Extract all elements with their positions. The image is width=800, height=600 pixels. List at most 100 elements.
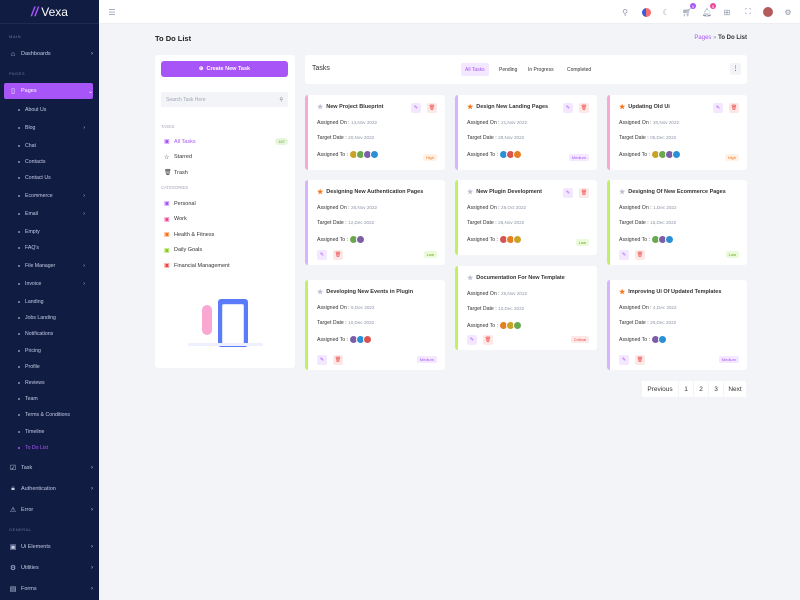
delete-icon[interactable]: 🗑︎	[729, 103, 739, 113]
sidebar-subitem[interactable]: Empty	[18, 227, 93, 237]
star-icon[interactable]: ★	[467, 104, 474, 111]
pagination-page[interactable]: 2	[694, 381, 708, 397]
edit-icon[interactable]: ✎	[713, 103, 723, 113]
edit-icon[interactable]: ✎	[619, 355, 629, 365]
delete-icon[interactable]: 🗑︎	[579, 188, 589, 198]
avatar[interactable]	[658, 335, 668, 344]
create-task-button[interactable]: ⊕ Create New Task	[161, 61, 288, 77]
sidebar-subitem[interactable]: Chat	[18, 141, 93, 151]
task-filter-all-tasks[interactable]: ▣ All Tasks 167	[164, 138, 288, 145]
pagination-previous[interactable]: Previous	[642, 381, 678, 397]
sidebar-subitem[interactable]: Notifications	[18, 329, 93, 339]
sidebar-item-ui-elements[interactable]: ▣ Ui Elements ›	[4, 540, 93, 554]
category-item[interactable]: ▣ Financial Management	[164, 262, 288, 270]
sidebar-item-utilities[interactable]: ⚙ Utilities ›	[4, 561, 93, 575]
edit-icon[interactable]: ✎	[619, 250, 629, 260]
tab-in-progress[interactable]: In Progress	[528, 66, 554, 73]
sidebar-subitem[interactable]: Pricing	[18, 346, 93, 356]
avatar[interactable]	[513, 150, 523, 159]
delete-icon[interactable]: 🗑︎	[635, 250, 645, 260]
category-item[interactable]: ▣ Personal	[164, 200, 288, 208]
sidebar-subitem[interactable]: Team	[18, 394, 93, 404]
sidebar-subitem[interactable]: Landing	[18, 297, 93, 307]
pagination-next[interactable]: Next	[724, 381, 746, 397]
star-icon[interactable]: ★	[467, 189, 474, 196]
search-task-input[interactable]: Search Task Here ⚲	[161, 92, 288, 107]
star-icon[interactable]: ★	[619, 289, 626, 296]
sidebar-subitem[interactable]: Ecommerce ›	[18, 191, 93, 201]
flag-us-icon[interactable]	[640, 6, 652, 18]
delete-icon[interactable]: 🗑︎	[333, 355, 343, 365]
delete-icon[interactable]: 🗑︎	[579, 103, 589, 113]
sidebar-subitem[interactable]: Email ›	[18, 209, 93, 219]
avatar[interactable]	[513, 321, 523, 330]
date-value: 28,Nov 2022	[498, 220, 525, 225]
edit-icon[interactable]: ✎	[411, 103, 421, 113]
delete-icon[interactable]: 🗑︎	[635, 355, 645, 365]
sidebar-subitem[interactable]: Profile	[18, 362, 93, 372]
edit-icon[interactable]: ✎	[563, 188, 573, 198]
edit-icon[interactable]: ✎	[467, 335, 477, 345]
star-icon[interactable]: ★	[619, 189, 626, 196]
more-options-icon[interactable]: ⋮	[730, 63, 741, 75]
avatar[interactable]	[665, 235, 675, 244]
category-item[interactable]: ▣ Daily Goals	[164, 247, 288, 254]
sidebar-subitem[interactable]: Blog ›	[18, 123, 93, 133]
sidebar-subitem[interactable]: File Manager ›	[18, 261, 93, 271]
star-icon[interactable]: ★	[467, 275, 474, 282]
delete-icon[interactable]: 🗑︎	[333, 250, 343, 260]
star-icon[interactable]: ★	[619, 104, 626, 111]
category-item[interactable]: ▣ Health & Fitness	[164, 231, 288, 239]
fullscreen-icon[interactable]: ⛶	[745, 7, 751, 16]
star-icon[interactable]: ★	[317, 289, 324, 296]
avatar[interactable]	[672, 150, 682, 159]
menu-toggle-icon[interactable]: ☰	[108, 7, 116, 17]
sidebar-item-error[interactable]: ⚠ Error ›	[4, 503, 93, 517]
avatar[interactable]	[356, 235, 366, 244]
sidebar-subitem[interactable]: Reviews	[18, 378, 93, 388]
star-icon[interactable]: ★	[317, 189, 324, 196]
sidebar-item-pages[interactable]: ▯ Pages ⌄	[4, 83, 93, 99]
sidebar-subitem[interactable]: To Do List	[18, 443, 93, 453]
moon-icon[interactable]: ☾	[662, 7, 670, 17]
task-on-row: Assigned On : 1,Dec 2022	[619, 205, 747, 211]
delete-icon[interactable]: 🗑︎	[483, 335, 493, 345]
sidebar-item-forms[interactable]: ▤ Forms ›	[4, 582, 93, 596]
tab-pending[interactable]: Pending	[499, 66, 518, 73]
pagination-page[interactable]: 3	[709, 381, 723, 397]
task-filter-starred[interactable]: ☆ Starred	[164, 154, 288, 161]
label: Assigned To :	[619, 151, 651, 158]
sidebar-subitem[interactable]: FAQ's	[18, 243, 93, 253]
search-icon[interactable]: ⚲	[622, 7, 628, 17]
bell-icon[interactable]: 🔔︎ 5	[701, 3, 716, 17]
sidebar-subitem[interactable]: Contacts	[18, 157, 93, 167]
avatar[interactable]	[762, 6, 774, 18]
sidebar-subitem[interactable]: Terms & Conditions	[18, 410, 93, 420]
logo[interactable]: //Vexa	[0, 0, 99, 24]
settings-icon[interactable]: ⚙	[784, 7, 792, 17]
pagination-page[interactable]: 1	[679, 381, 693, 397]
breadcrumb-pages[interactable]: Pages	[694, 35, 712, 41]
delete-icon[interactable]: 🗑︎	[427, 103, 437, 113]
tab-all-tasks[interactable]: All Tasks	[461, 63, 489, 76]
star-icon[interactable]: ★	[317, 104, 324, 111]
sidebar-subitem[interactable]: Timeline	[18, 427, 93, 437]
task-filter-trash[interactable]: 🗑︎ Trash	[164, 169, 288, 177]
sidebar-item-dashboards[interactable]: ⌂ Dashboards ›	[4, 47, 93, 61]
category-item[interactable]: ▣ Work	[164, 216, 288, 223]
apps-icon[interactable]: ⊞	[723, 7, 731, 17]
avatar[interactable]	[363, 335, 373, 344]
edit-icon[interactable]: ✎	[563, 103, 573, 113]
avatar[interactable]	[513, 235, 523, 244]
sidebar-subitem[interactable]: Contact Us	[18, 173, 93, 183]
edit-icon[interactable]: ✎	[317, 355, 327, 365]
edit-icon[interactable]: ✎	[317, 250, 327, 260]
sidebar-subitem[interactable]: About Us	[18, 105, 93, 115]
sidebar-item-authentication[interactable]: 🔒︎ Authentication ›	[4, 482, 93, 496]
sidebar-item-task[interactable]: ☑ Task ›	[4, 461, 93, 475]
avatar[interactable]	[370, 150, 380, 159]
cart-icon[interactable]: 🛒︎ 5	[681, 3, 696, 17]
sidebar-subitem[interactable]: Jobs Landing	[18, 313, 93, 323]
sidebar-subitem[interactable]: Invoice ›	[18, 279, 93, 289]
tab-completed[interactable]: Completed	[567, 66, 592, 73]
